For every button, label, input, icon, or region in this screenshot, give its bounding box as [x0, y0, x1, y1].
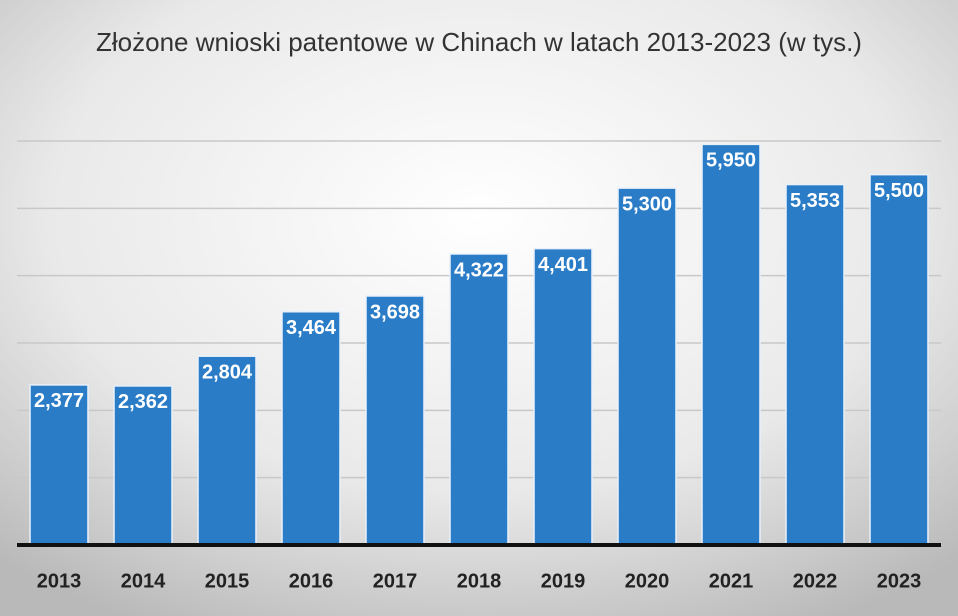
data-label: 2,377: [34, 390, 84, 412]
x-tick-label: 2014: [121, 570, 166, 592]
x-tick-label: 2018: [457, 570, 502, 592]
data-label: 2,804: [202, 361, 253, 383]
bar: [450, 254, 508, 545]
bar: [702, 144, 760, 545]
bar: [282, 312, 340, 545]
bar: [366, 296, 424, 545]
bar: [198, 356, 256, 545]
x-tick-label: 2017: [373, 570, 418, 592]
bar: [786, 185, 844, 545]
chart-title: Złożone wnioski patentowe w Chinach w la…: [96, 27, 862, 57]
data-label: 5,300: [622, 193, 672, 215]
data-label: 5,950: [706, 150, 756, 172]
bar: [618, 188, 676, 545]
data-label: 4,322: [454, 259, 504, 281]
bar: [534, 249, 592, 545]
x-tick-label: 2013: [37, 570, 82, 592]
x-tick-label: 2019: [541, 570, 586, 592]
data-label: 5,353: [790, 190, 840, 212]
data-label: 5,500: [874, 180, 924, 202]
data-label: 4,401: [538, 254, 588, 276]
data-label: 2,362: [118, 391, 168, 413]
bar: [870, 175, 928, 545]
x-tick-label: 2015: [205, 570, 250, 592]
x-tick-label: 2016: [289, 570, 334, 592]
data-label: 3,698: [370, 301, 420, 323]
data-label: 3,464: [286, 317, 337, 339]
x-tick-label: 2021: [709, 570, 754, 592]
x-tick-label: 2023: [877, 570, 922, 592]
x-tick-label: 2020: [625, 570, 670, 592]
x-tick-label: 2022: [793, 570, 838, 592]
